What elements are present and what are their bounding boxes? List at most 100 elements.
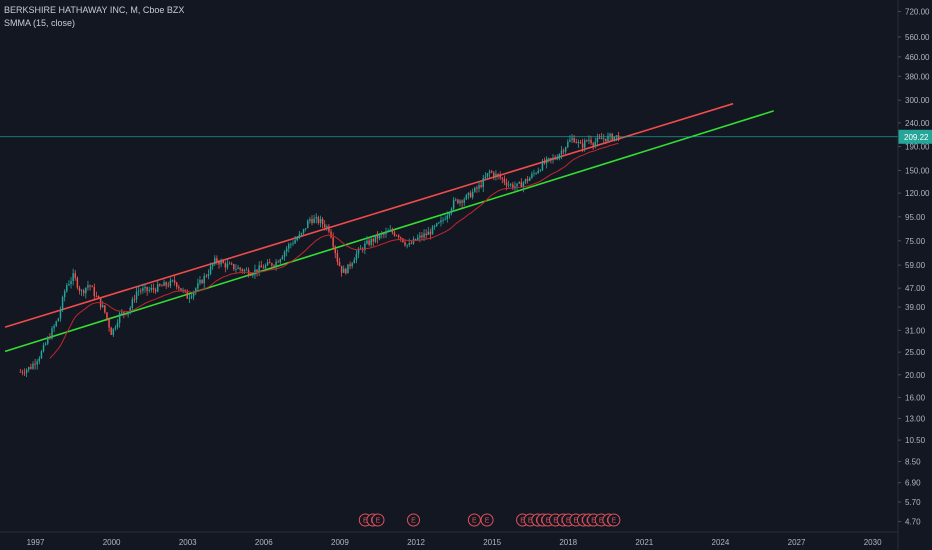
candle [427, 226, 430, 236]
candle [569, 135, 571, 143]
candle-body [146, 286, 148, 291]
candle [78, 285, 81, 295]
earnings-marker-icon[interactable]: E [607, 513, 621, 527]
indicator-title[interactable]: SMMA (15, close) [4, 18, 76, 28]
candle [114, 324, 117, 331]
candle-body [156, 284, 159, 292]
symbol-title[interactable]: BERKSHIRE HATHAWAY INC, M, Cboe BZX [4, 5, 185, 15]
candle [440, 216, 442, 227]
candle-body [292, 243, 294, 245]
candle [32, 361, 34, 370]
candle-body [383, 233, 385, 235]
candle [435, 222, 438, 228]
candle-body [161, 285, 163, 287]
candle [581, 138, 584, 153]
candle-body [186, 291, 189, 299]
candle [53, 323, 55, 333]
candle-body [209, 266, 212, 274]
candlestick-series [19, 131, 620, 378]
candle-body [294, 240, 296, 244]
candle-body [446, 215, 449, 220]
candle [203, 272, 205, 289]
candle [529, 176, 531, 182]
time-axis[interactable]: 1997 2000 2003 2006 2009 2012 2015 2018 2021 2024… [0, 531, 898, 547]
candle-body [347, 264, 349, 274]
candle [495, 170, 497, 181]
candle-body [431, 226, 434, 235]
candle-body [76, 277, 79, 288]
candle [586, 139, 588, 142]
earnings-marker-circle [607, 513, 621, 527]
candle [512, 181, 514, 191]
earnings-marker-icon[interactable]: E [371, 513, 385, 527]
candle-body [290, 243, 292, 245]
candle [235, 264, 237, 274]
time-tick-label: 2006 [255, 538, 273, 547]
candle-body [516, 183, 518, 187]
last-price-label: 209.22 [904, 133, 929, 142]
candle-body [607, 135, 609, 142]
earnings-marker-icon[interactable]: E [467, 513, 481, 527]
candle-body [594, 141, 597, 146]
candle-body [68, 284, 70, 286]
candle [97, 295, 100, 299]
candle-body [226, 263, 229, 268]
candle-body [315, 217, 317, 219]
candle [42, 342, 45, 353]
candle-body [241, 269, 243, 272]
candle [178, 284, 180, 291]
candle [446, 211, 449, 223]
earnings-marker-label: E [528, 518, 533, 525]
earnings-marker-label: E [546, 518, 551, 525]
channel-upper-line[interactable] [4, 102, 734, 328]
candle-body [150, 287, 153, 290]
candle [603, 134, 605, 143]
candle-body [38, 358, 41, 362]
candle [211, 263, 214, 270]
candle-body [190, 296, 193, 298]
candle-body [336, 253, 339, 262]
candle [199, 276, 201, 286]
price-tick-label: 460.00 [905, 53, 930, 62]
candle-body [262, 267, 265, 269]
earnings-marker-icon[interactable]: E [480, 513, 494, 527]
earnings-marker-icon[interactable]: E [406, 513, 420, 527]
candle [539, 169, 542, 173]
price-tick-label: 150.00 [905, 167, 930, 176]
trend-channel[interactable] [4, 102, 774, 353]
candle [474, 186, 476, 193]
candle [237, 264, 239, 270]
candle [36, 359, 38, 370]
candle [452, 197, 455, 212]
candle [442, 217, 444, 224]
candle [131, 296, 134, 311]
channel-lower-line[interactable] [4, 110, 774, 353]
candle-body [452, 199, 455, 209]
candle-body [613, 136, 616, 140]
candle-body [370, 239, 372, 245]
candle-body [129, 307, 131, 312]
candle-body [471, 191, 474, 198]
candle-body [567, 141, 569, 148]
candle-body [233, 264, 235, 270]
price-axis[interactable]: 720.00 560.00 460.00 380.00 300.00 240.00 190.… [897, 0, 930, 550]
candle-body [239, 267, 241, 270]
candle [110, 326, 112, 335]
candle [294, 235, 296, 245]
candle-body [47, 337, 49, 344]
candle [359, 244, 362, 250]
price-tick-label: 4.70 [905, 518, 921, 527]
candle [499, 171, 501, 180]
earnings-events[interactable]: EEEEEEEEEEEEEEEEEEEEE [358, 513, 621, 527]
candle [537, 167, 539, 174]
candle-body [243, 269, 246, 272]
candle-body [182, 289, 184, 291]
candle [596, 133, 599, 147]
candle-body [556, 158, 558, 160]
candle-body [330, 231, 332, 238]
candle [216, 255, 218, 265]
candle-body [355, 253, 358, 260]
candle [197, 278, 199, 291]
candle [490, 169, 493, 174]
